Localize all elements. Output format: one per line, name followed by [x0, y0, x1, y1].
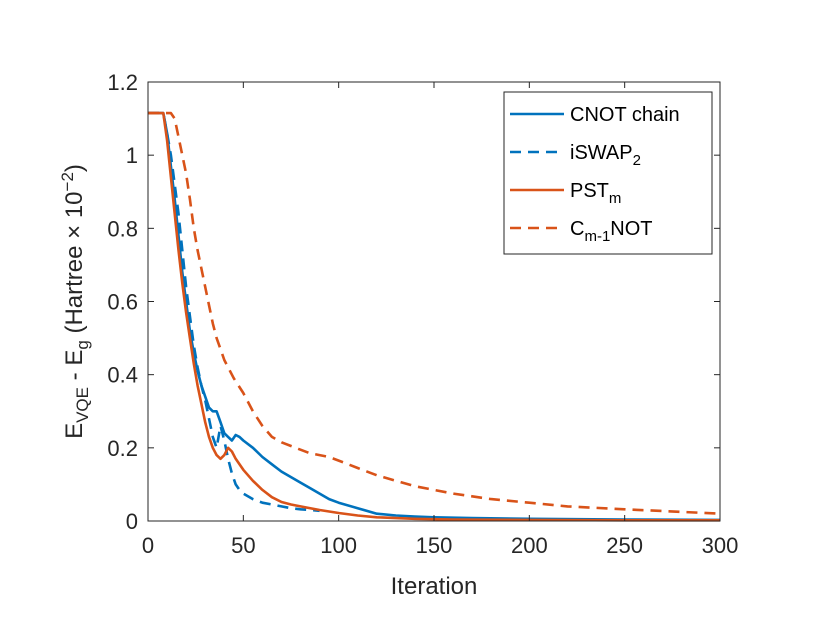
x-tick-label: 150	[416, 533, 453, 558]
legend-entry-label: CNOT chain	[570, 104, 680, 126]
y-label-sub2: g	[73, 340, 92, 349]
series-layer	[148, 111, 721, 522]
y-tick-label: 0	[126, 509, 138, 534]
x-tick-label: 100	[320, 533, 357, 558]
y-label-sup: −2	[58, 172, 77, 191]
y-tick-label: 0.2	[107, 436, 138, 461]
x-tick-label: 250	[606, 533, 643, 558]
legend-entry-label: iSWAP2	[570, 142, 641, 169]
x-tick-label: 0	[142, 533, 154, 558]
y-label-base: E	[61, 423, 88, 439]
series-line-4	[148, 111, 721, 515]
y-tick-label: 0.6	[107, 290, 138, 315]
x-tick-label: 200	[511, 533, 548, 558]
y-label-end: )	[61, 164, 88, 172]
series-line-1	[148, 111, 721, 522]
legend-entry-label: Cm-1NOT	[570, 218, 653, 245]
x-tick-label: 50	[231, 533, 255, 558]
legend: CNOT chain iSWAP2 PSTm Cm-1NOT	[503, 91, 713, 255]
axis-ticks: 0 50 100 150 200 250 300 0 0.2 0.4 0.6 0.8 1 1.2	[107, 70, 738, 558]
y-tick-label: 1	[126, 143, 138, 168]
y-label-mid: - E	[61, 350, 88, 387]
y-label-rest: (Hartree × 10	[61, 191, 88, 340]
series-line-2	[148, 111, 320, 513]
y-tick-label: 0.8	[107, 216, 138, 241]
series-line-3	[148, 111, 720, 522]
y-axis-label: EVQE - Eg (Hartree × 10−2)	[58, 164, 92, 439]
y-label-sub1: VQE	[73, 387, 92, 423]
x-tick-label: 300	[702, 533, 739, 558]
x-axis-label: Iteration	[391, 573, 478, 600]
y-tick-label: 0.4	[107, 363, 138, 388]
legend-entry-label: PSTm	[570, 180, 621, 207]
y-tick-label: 1.2	[107, 70, 138, 95]
